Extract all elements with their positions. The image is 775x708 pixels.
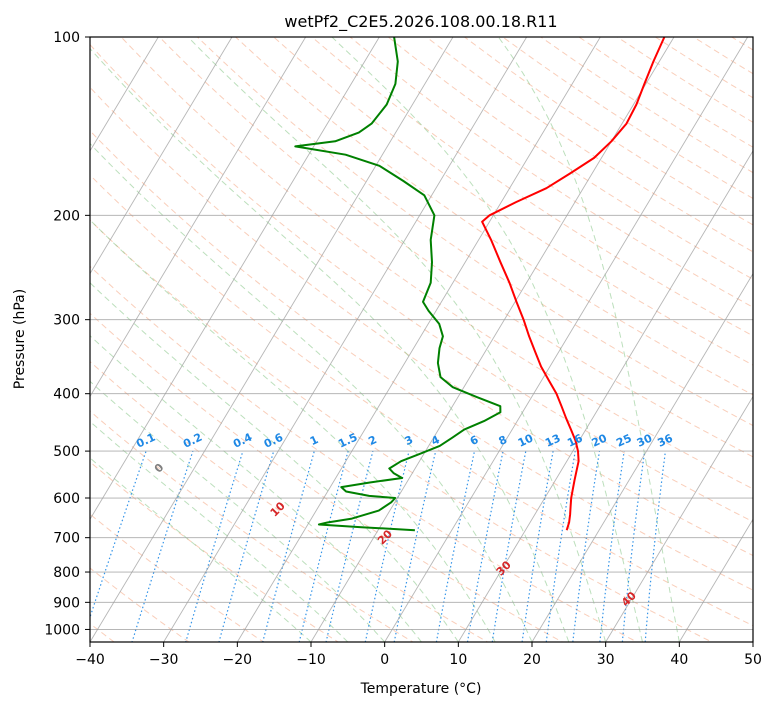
dry-adiabat-line (197, 37, 753, 427)
moist-adiabat-line (331, 37, 643, 642)
y-tick-label: 400 (53, 387, 80, 403)
isotherm-line (90, 37, 380, 521)
dry-adiabat-line (349, 37, 753, 308)
moist-adiabats (90, 37, 680, 642)
plot-frame (89, 36, 754, 643)
isotherm-line (90, 37, 454, 642)
y-tick-label: 800 (53, 565, 80, 581)
moist-adiabat-line (90, 380, 386, 642)
temperature-line (481, 37, 666, 531)
moist-adiabat-line (90, 420, 349, 642)
moist-adiabat-line (90, 335, 422, 642)
y-tick-label: 200 (53, 208, 80, 224)
isotherm-line (163, 37, 528, 642)
isotherm-line (605, 395, 753, 642)
chart-title: wetPf2_C2E5.2026.108.00.18.R11 (284, 12, 557, 32)
isobar-grid (90, 37, 753, 630)
x-tick-label: −30 (149, 652, 179, 668)
dry-adiabat-line (158, 37, 753, 458)
isotherm-line (90, 37, 159, 152)
x-tick-label: 10 (449, 652, 467, 668)
isotherm-line (531, 272, 753, 642)
y-tick-label: 700 (53, 531, 80, 547)
mixing-ratio-label: 36 (656, 431, 676, 449)
x-axis-ticks: −40 −30 −20 −10 0 10 20 30 40 50 (75, 642, 762, 668)
y-axis-ticks: 1000 900 800 700 600 500 400 300 200 100 (44, 30, 90, 638)
dry-adiabat-line (90, 513, 265, 642)
y-tick-label: 600 (53, 491, 80, 507)
mixing-ratio-label: 30 (635, 431, 655, 449)
dry-adiabat-line (90, 43, 753, 523)
mixing-ratio-label: 20 (590, 431, 610, 449)
x-tick-label: 0 (380, 652, 389, 668)
y-tick-label: 300 (53, 313, 80, 329)
y-tick-label: 900 (53, 595, 80, 611)
dewpoint-line (294, 37, 502, 532)
dry-adiabat-line (90, 567, 190, 642)
y-axis-title: Pressure (hPa) (12, 289, 28, 389)
x-tick-label: 30 (597, 652, 615, 668)
x-tick-label: −20 (223, 652, 253, 668)
isotherm-line (678, 518, 753, 642)
moist-adiabat-line (90, 142, 533, 642)
y-tick-label: 500 (53, 444, 80, 460)
moist-adiabat-line (90, 219, 496, 642)
isotherm-line (752, 641, 753, 642)
moist-adiabat-line (187, 37, 607, 642)
mixing-ratio-label: 13 (543, 432, 562, 450)
x-tick-label: −10 (296, 652, 326, 668)
profile-series (294, 37, 666, 532)
y-tick-label: 1000 (44, 622, 80, 638)
x-tick-label: 20 (523, 652, 541, 668)
x-tick-label: −40 (75, 652, 105, 668)
isotherm-line (236, 37, 601, 642)
x-tick-label: 50 (744, 652, 762, 668)
isotherm-grid (0, 37, 753, 642)
isotherm-line (90, 37, 307, 398)
moist-adiabat-line (90, 282, 459, 642)
mixing-ratio-label: 16 (565, 431, 585, 449)
moist-adiabat-line (90, 47, 570, 642)
dry-adiabat-line (235, 37, 753, 396)
isotherm-line (0, 37, 11, 642)
plot-area (90, 37, 753, 642)
x-tick-label: 40 (670, 652, 688, 668)
isotherm-line (384, 37, 749, 642)
isotherm-line (457, 150, 753, 642)
dry-adiabat-label: -20 (0, 415, 2, 438)
y-tick-label: 100 (53, 30, 80, 46)
mixing-ratio-label: 25 (614, 432, 633, 450)
isotherm-line (90, 37, 233, 275)
x-axis-title: Temperature (°C) (360, 681, 482, 697)
mixing-ratio-label: 10 (516, 431, 536, 449)
moist-adiabat-line (497, 37, 680, 642)
